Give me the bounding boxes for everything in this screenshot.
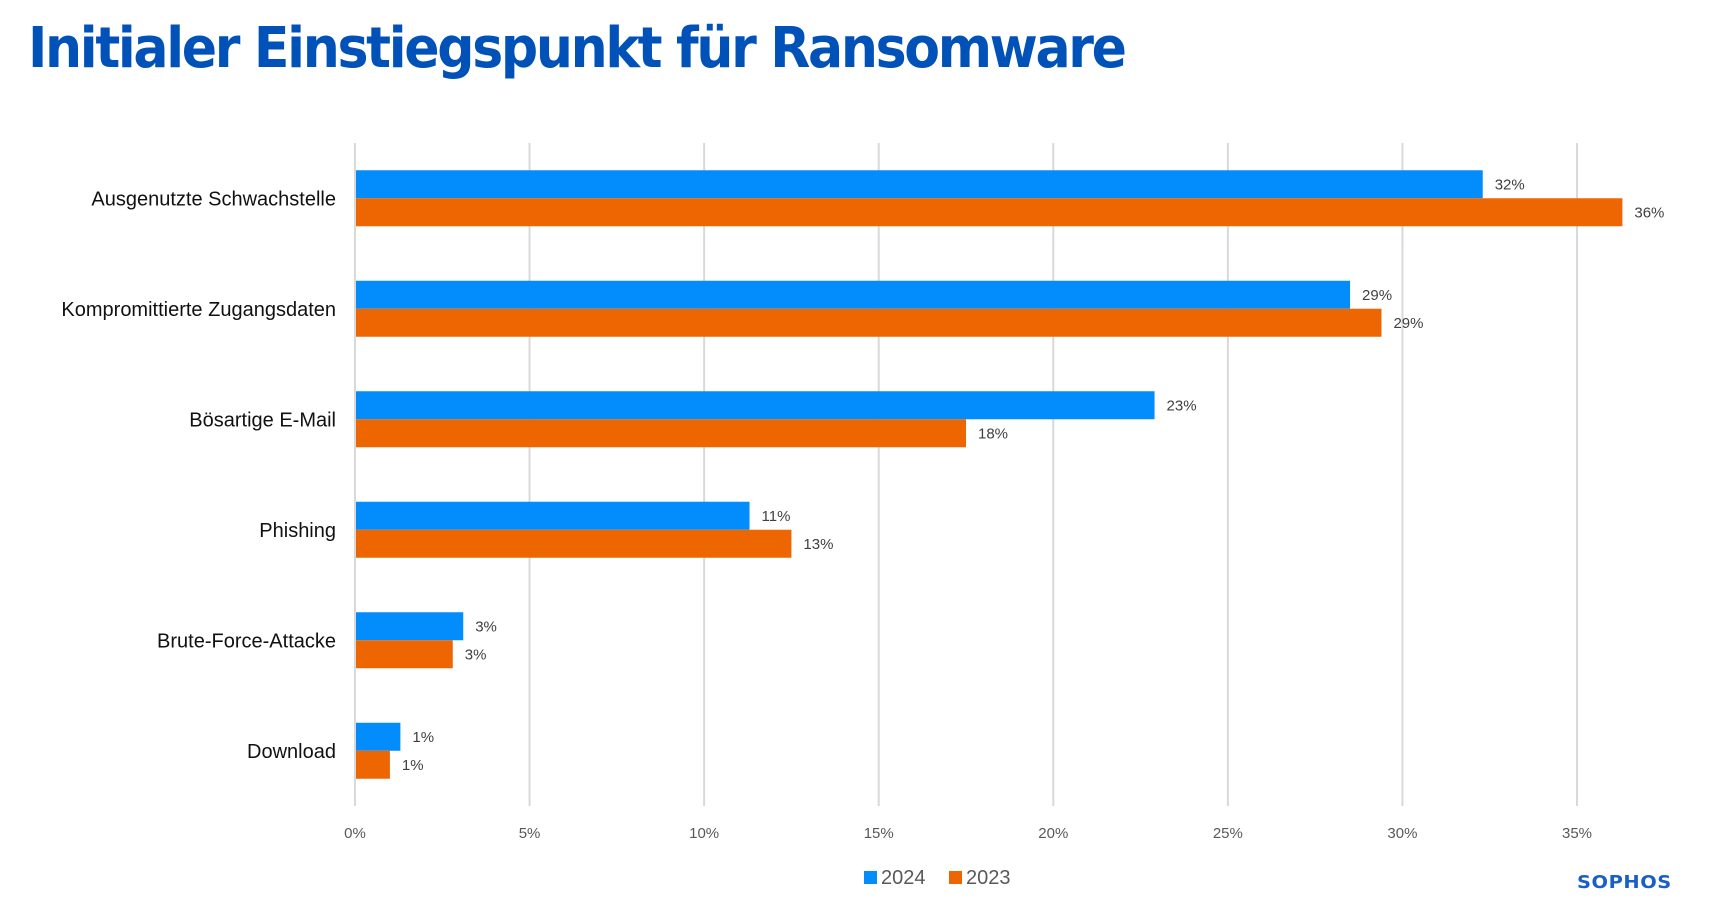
legend-swatch-2023 (949, 871, 962, 884)
data-label-2024: 23% (1167, 397, 1197, 414)
category-label: Kompromittierte Zugangsdaten (61, 299, 336, 321)
bar-2023 (356, 198, 1623, 227)
x-tick-label: 25% (1213, 825, 1243, 842)
data-label-2023: 29% (1393, 315, 1423, 332)
bar-2023 (356, 750, 390, 779)
data-label-2024: 29% (1362, 287, 1392, 304)
x-tick-label: 30% (1387, 825, 1417, 842)
x-tick-label: 0% (344, 825, 366, 842)
x-tick-label: 5% (519, 825, 541, 842)
x-tick-label: 20% (1038, 825, 1068, 842)
x-axis-tick-labels: 0% 5% 10% 15% 20% 25% 30% 35% (344, 825, 1592, 842)
category-label: Ausgenutzte Schwachstelle (91, 188, 336, 210)
bar-2024 (356, 501, 750, 530)
category-labels: Ausgenutzte Schwachstelle Kompromittierte… (61, 188, 336, 763)
data-label-2023: 3% (465, 646, 487, 663)
category-label: Bösartige E-Mail (189, 409, 336, 431)
data-label-2023: 13% (803, 536, 833, 553)
bar-2024 (356, 612, 464, 641)
data-label-2024: 1% (412, 729, 434, 746)
data-label-2024: 32% (1495, 176, 1525, 193)
bar-2023 (356, 640, 453, 669)
bar-2023 (356, 419, 966, 448)
x-tick-label: 10% (689, 825, 719, 842)
bar-2024 (356, 170, 1483, 199)
data-label-2023: 18% (978, 425, 1008, 442)
data-labels: 32% 36% 29%29% 23% 18% 11% 13% 3% 3% 1% 1% (402, 176, 1665, 774)
bar-2024 (356, 391, 1155, 420)
bar-2023 (356, 308, 1382, 337)
x-tick-label: 15% (864, 825, 894, 842)
category-label: Brute-Force-Attacke (157, 630, 336, 652)
legend-swatch-2024 (864, 871, 877, 884)
category-label: Download (247, 741, 336, 763)
x-tick-label: 35% (1562, 825, 1592, 842)
chart-title: Initialer Einstiegspunkt für Ransomware (28, 16, 1127, 81)
bar-2024 (356, 722, 401, 751)
bars (356, 170, 1623, 779)
legend-label-2024: 2024 (881, 867, 926, 889)
bar-2024 (356, 280, 1351, 309)
data-label-2024: 11% (762, 508, 791, 525)
data-label-2023: 36% (1634, 204, 1664, 221)
legend: 2024 2023 (864, 867, 1011, 889)
category-label: Phishing (259, 520, 336, 542)
data-label-2024: 3% (475, 618, 497, 635)
legend-label-2023: 2023 (966, 867, 1011, 889)
data-label-2023: 1% (402, 757, 424, 774)
gridlines (354, 143, 1578, 806)
bar-2023 (356, 529, 792, 558)
sophos-logo: SOPHOS (1577, 872, 1672, 893)
